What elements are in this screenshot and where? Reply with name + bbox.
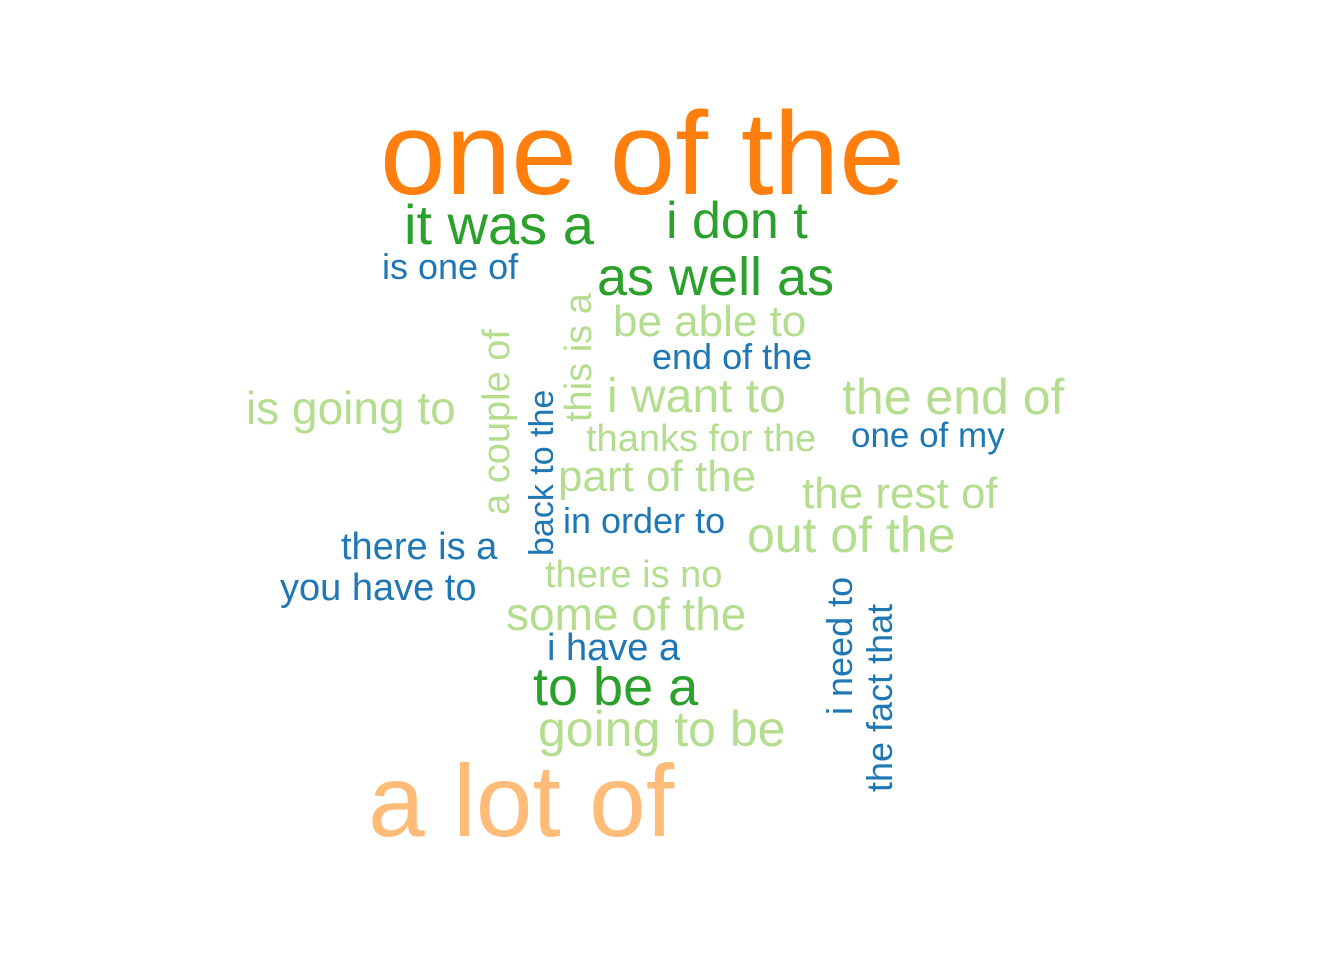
word-i-want-to: i want to <box>607 370 786 423</box>
word-one-of-the: one of the <box>380 88 905 220</box>
word-as-well-as: as well as <box>597 247 835 307</box>
word-is-going-to: is going to <box>246 382 456 434</box>
word-back-to-the: back to the <box>523 389 561 556</box>
word-part-of-the: part of the <box>558 452 757 501</box>
word-some-of-the: some of the <box>506 588 747 640</box>
word-it-was-a: it was a <box>404 193 594 256</box>
word-i-need-to: i need to <box>819 576 860 715</box>
word-a-lot-of: a lot of <box>368 744 675 858</box>
word-thanks-for-the: thanks for the <box>586 418 817 460</box>
word-out-of-the: out of the <box>747 507 956 563</box>
word-one-of-my: one of my <box>851 416 1005 455</box>
word-you-have-to: you have to <box>280 567 477 609</box>
word-a-couple-of: a couple of <box>476 329 518 515</box>
word-in-order-to: in order to <box>563 500 726 541</box>
word-the-end-of: the end of <box>842 369 1065 425</box>
word-going-to-be: going to be <box>538 701 786 757</box>
word-there-is-no: there is no <box>545 554 723 596</box>
word-this-is-a: this is a <box>558 293 600 422</box>
word-the-rest-of: the rest of <box>802 469 998 518</box>
word-the-fact-that: the fact that <box>859 603 900 792</box>
word-end-of-the: end of the <box>652 336 813 377</box>
word-to-be-a: to be a <box>533 657 699 717</box>
word-i-have-a: i have a <box>547 627 681 669</box>
word-i-dont-t: i don t <box>666 192 808 250</box>
word-be-able-to: be able to <box>613 297 807 346</box>
word-there-is-a: there is a <box>341 526 498 568</box>
word-is-one-of: is one of <box>382 246 519 287</box>
